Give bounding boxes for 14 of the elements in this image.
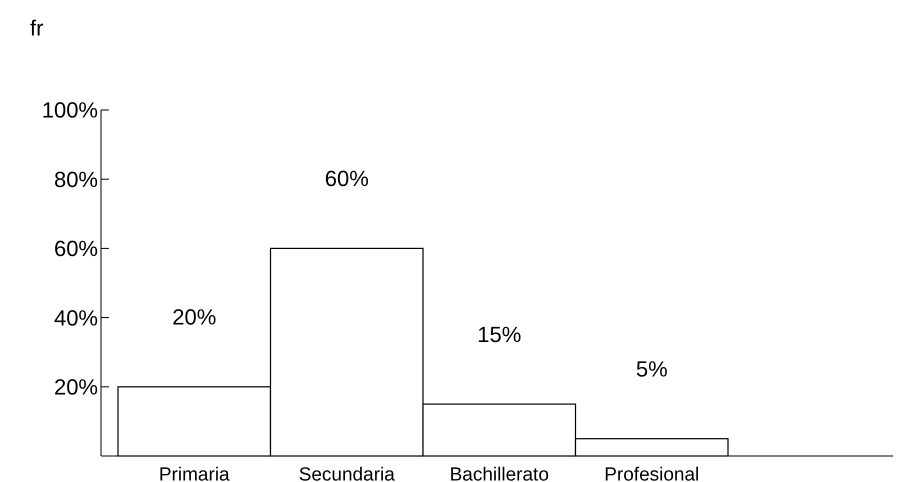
y-tick-label: 20% xyxy=(54,374,98,400)
y-tick-label: 100% xyxy=(42,98,98,123)
x-tick-label: Bachillerato xyxy=(450,464,549,482)
y-tick-label: 60% xyxy=(54,236,98,262)
y-tick-label: 40% xyxy=(54,305,98,330)
data-label: 20% xyxy=(172,304,216,330)
y-axis-title: fr xyxy=(30,16,44,41)
data-label: 15% xyxy=(477,322,522,347)
data-label: 60% xyxy=(324,166,369,192)
x-tick-label: Profesional xyxy=(604,464,700,482)
data-label: 5% xyxy=(636,356,668,382)
x-tick-label: Primaria xyxy=(158,464,230,482)
y-tick-label: 80% xyxy=(54,166,98,192)
x-tick-label: Secundaria xyxy=(298,464,396,482)
